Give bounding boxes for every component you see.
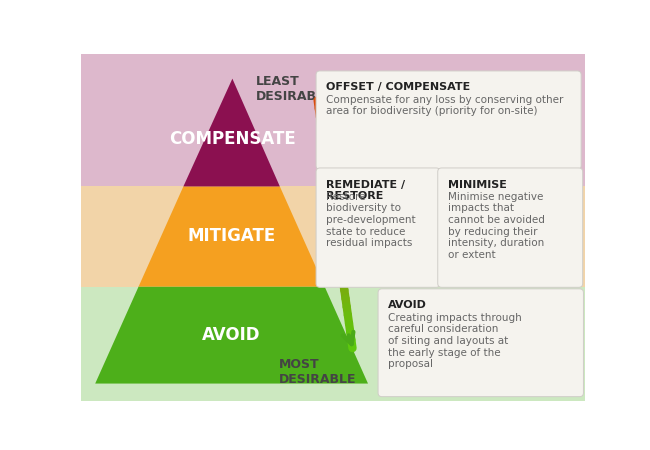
Polygon shape <box>183 79 280 186</box>
Text: LEAST
DESIRABLE: LEAST DESIRABLE <box>255 75 333 103</box>
Text: MOST
DESIRABLE: MOST DESIRABLE <box>279 358 356 386</box>
FancyBboxPatch shape <box>378 289 584 396</box>
Polygon shape <box>81 186 585 287</box>
Text: REMEDIATE /
RESTORE: REMEDIATE / RESTORE <box>326 180 406 201</box>
Text: Creating impacts through
careful consideration
of siting and layouts at
the earl: Creating impacts through careful conside… <box>388 313 522 369</box>
FancyBboxPatch shape <box>316 168 440 287</box>
Text: MITIGATE: MITIGATE <box>187 228 276 246</box>
FancyBboxPatch shape <box>437 168 582 287</box>
Text: COMPENSATE: COMPENSATE <box>169 130 296 148</box>
Text: AVOID: AVOID <box>202 326 261 344</box>
Text: Minimise negative
impacts that
cannot be avoided
by reducing their
intensity, du: Minimise negative impacts that cannot be… <box>448 192 545 260</box>
Polygon shape <box>138 186 324 287</box>
Polygon shape <box>81 287 585 400</box>
FancyBboxPatch shape <box>316 71 581 170</box>
Text: Restore
biodiversity to
pre-development
state to reduce
residual impacts: Restore biodiversity to pre-development … <box>326 192 416 248</box>
Polygon shape <box>81 54 585 186</box>
Text: Compensate for any loss by conserving other
area for biodiversity (priority for : Compensate for any loss by conserving ot… <box>326 95 564 117</box>
Text: OFFSET / COMPENSATE: OFFSET / COMPENSATE <box>326 82 471 93</box>
Text: AVOID: AVOID <box>388 301 427 310</box>
Polygon shape <box>95 287 368 383</box>
Text: MINIMISE: MINIMISE <box>448 180 507 189</box>
